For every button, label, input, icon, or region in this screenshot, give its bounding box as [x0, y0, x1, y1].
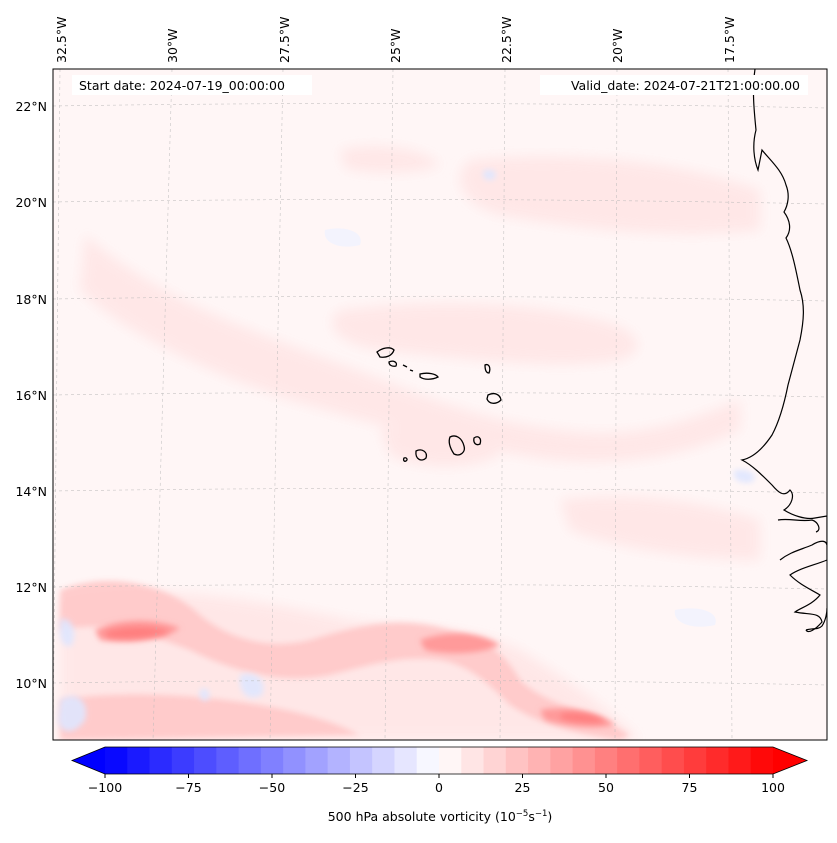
cb-title-exp2: −1 — [535, 809, 548, 819]
lat-label-20n: 20°N — [15, 195, 47, 210]
cb-tick-label: −25 — [342, 780, 368, 795]
vorticity-field — [53, 69, 827, 740]
colorbar-ticks: −100 −75 −50 −25 0 25 50 75 100 — [88, 774, 785, 795]
colorbar-title: 500 hPa absolute vorticity (10−5s−1) — [328, 809, 553, 824]
colorbar-segment — [416, 747, 440, 774]
lon-label-25w: 25°W — [388, 28, 403, 63]
latitude-labels: 22°N 20°N 18°N 16°N 14°N 12°N 10°N — [15, 99, 47, 691]
cb-tick-label: 0 — [435, 780, 443, 795]
colorbar-segment — [194, 747, 217, 774]
colorbar-segment — [105, 747, 128, 774]
colorbar-segment — [750, 747, 774, 774]
lon-label-32-5w: 32.5°W — [54, 17, 69, 63]
lon-label-20w: 20°W — [610, 28, 625, 63]
colorbar-max-extend — [773, 747, 807, 774]
valid-date-label: Valid_date: 2024-07-21T21:00:00.00 — [571, 78, 800, 93]
lon-label-22-5w: 22.5°W — [499, 17, 514, 63]
lon-label-27-5w: 27.5°W — [277, 17, 292, 63]
map-frame — [52, 68, 828, 741]
colorbar-segment — [238, 747, 262, 774]
lon-label-30w: 30°W — [165, 28, 180, 63]
lat-label-14n: 14°N — [15, 484, 47, 499]
longitude-labels: 32.5°W 30°W 27.5°W 25°W 22.5°W 20°W 17.5… — [54, 17, 737, 63]
lat-label-18n: 18°N — [15, 292, 47, 307]
colorbar-segment — [528, 747, 551, 774]
cb-tick-label: −75 — [175, 780, 201, 795]
colorbar-segment — [216, 747, 239, 774]
cb-tick-label: −50 — [259, 780, 285, 795]
colorbar-segment — [149, 747, 173, 774]
lat-label-22n: 22°N — [15, 99, 47, 114]
colorbar-segment — [461, 747, 484, 774]
cb-tick-label: 100 — [761, 780, 785, 795]
cb-tick-label: 75 — [682, 780, 698, 795]
cb-tick-label: 25 — [515, 780, 531, 795]
lon-label-17-5w: 17.5°W — [722, 17, 737, 63]
cb-tick-label: −100 — [88, 780, 122, 795]
colorbar-segment — [594, 747, 618, 774]
colorbar-segment — [505, 747, 529, 774]
colorbar-segment — [439, 747, 462, 774]
cb-title-mid: s — [528, 809, 535, 824]
colorbar: −100 −75 −50 −25 0 25 50 75 100 500 hPa … — [70, 746, 809, 824]
start-date-label: Start date: 2024-07-19_00:00:00 — [79, 78, 285, 93]
colorbar-segment — [171, 747, 195, 774]
lat-label-16n: 16°N — [15, 388, 47, 403]
cb-title-exp1: −5 — [516, 809, 529, 819]
map-panel: Start date: 2024-07-19_00:00:00 Valid_da… — [52, 68, 828, 741]
lat-label-12n: 12°N — [15, 580, 47, 595]
colorbar-segment — [283, 747, 306, 774]
colorbar-segment — [260, 747, 284, 774]
lat-label-10n: 10°N — [15, 676, 47, 691]
valid-date-box — [540, 75, 808, 95]
colorbar-segment — [372, 747, 395, 774]
colorbar-segment — [617, 747, 640, 774]
colorbar-segment — [572, 747, 596, 774]
colorbar-segment — [327, 747, 351, 774]
colorbar-segment — [127, 747, 150, 774]
start-date-box — [72, 75, 312, 95]
cape-verde-islands — [376, 347, 502, 462]
cb-title-main: 500 hPa absolute vorticity (10 — [328, 809, 516, 824]
colorbar-segment — [550, 747, 573, 774]
colorbar-segment — [483, 747, 507, 774]
cb-tick-label: 50 — [598, 780, 614, 795]
colorbar-segment — [661, 747, 685, 774]
colorbar-segments — [105, 747, 774, 774]
colorbar-segment — [706, 747, 729, 774]
colorbar-segment — [639, 747, 663, 774]
colorbar-segment — [394, 747, 418, 774]
cb-title-end: ) — [547, 809, 552, 824]
colorbar-min-extend — [72, 747, 105, 774]
colorbar-segment — [305, 747, 329, 774]
graticule — [53, 69, 827, 740]
colorbar-segment — [349, 747, 373, 774]
colorbar-segment — [683, 747, 707, 774]
colorbar-segment — [728, 747, 752, 774]
